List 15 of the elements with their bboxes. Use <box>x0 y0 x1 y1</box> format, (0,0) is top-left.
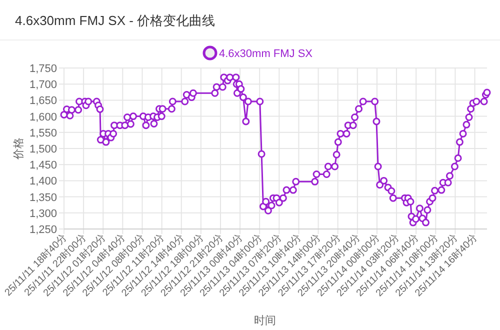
legend-label: 4.6x30mm FMJ SX <box>219 48 314 60</box>
y-tick-label: 1,550 <box>29 127 57 140</box>
y-tick-label: 1,250 <box>29 224 57 236</box>
x-axis-title: 时间 <box>254 314 276 327</box>
y-tick-label: 1,600 <box>29 111 57 124</box>
y-tick-label: 1,650 <box>29 95 57 108</box>
y-tick-label: 1,350 <box>29 192 57 204</box>
y-axis-title: 价格 <box>13 138 25 160</box>
y-tick-label: 1,750 <box>29 63 57 75</box>
y-tick-label: 1,300 <box>29 208 57 220</box>
y-tick-label: 1,700 <box>29 79 57 92</box>
chart-title: 4.6x30mm FMJ SX - 价格变化曲线 <box>15 13 216 28</box>
y-tick-label: 1,400 <box>29 176 57 188</box>
y-tick-label: 1,450 <box>29 160 57 172</box>
y-tick-label: 1,500 <box>29 144 57 156</box>
